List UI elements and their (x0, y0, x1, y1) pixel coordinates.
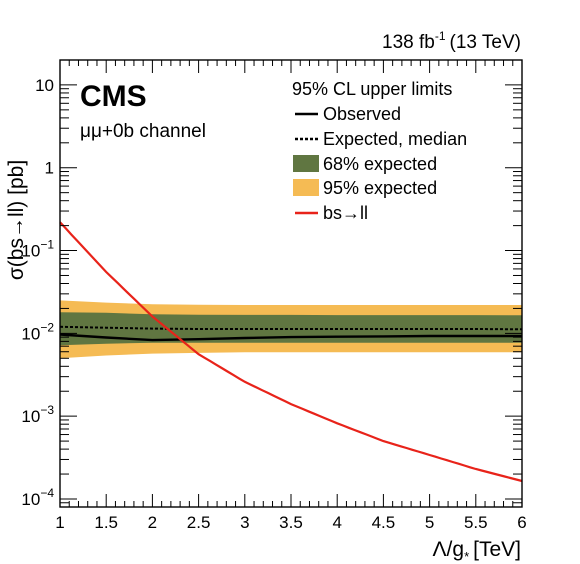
legend-observed: Observed (323, 104, 401, 124)
y-tick-label: 10 (35, 76, 54, 95)
x-tick-label: 3 (240, 513, 249, 532)
x-tick-label: 3.5 (279, 513, 303, 532)
x-tick-label: 1 (55, 513, 64, 532)
legend-title: 95% CL upper limits (292, 79, 452, 99)
x-tick-label: 6 (517, 513, 526, 532)
x-tick-label: 1.5 (94, 513, 118, 532)
lumi-label: 138 fb-1 (13 TeV) (382, 29, 521, 53)
plot-area (60, 60, 522, 507)
y-axis-label: σ(bs→ll) [pb] (5, 160, 28, 280)
y-tick-label: 10−1 (21, 238, 54, 261)
experiment-label: CMS (80, 80, 147, 113)
x-tick-label: 5.5 (464, 513, 488, 532)
x-tick-label: 4 (332, 513, 341, 532)
theory-line (59, 221, 523, 483)
legend-expected: Expected, median (323, 129, 467, 149)
x-tick-label: 2 (148, 513, 157, 532)
x-axis-label: Λ/g* [TeV] (433, 538, 521, 564)
channel-label: μμ+0b channel (80, 121, 206, 142)
legend-band95: 95% expected (323, 178, 437, 198)
x-tick-label: 2.5 (187, 513, 211, 532)
y-tick-label: 10−3 (21, 403, 54, 426)
y-tick-label: 10−2 (21, 320, 54, 343)
observed-line (59, 333, 522, 342)
legend-band95-swatch (293, 179, 319, 196)
expected-line (59, 325, 523, 331)
x-tick-label: 5 (425, 513, 434, 532)
legend-band68: 68% expected (323, 154, 437, 174)
plot-frame (59, 59, 523, 508)
legend: 95% CL upper limits Observed Expected, m… (292, 79, 467, 223)
legend-theory: bs→ll (323, 203, 368, 223)
y-tick-label: 1 (45, 159, 54, 178)
legend-band68-swatch (293, 155, 319, 172)
y-tick-label: 10−4 (21, 486, 54, 509)
x-tick-label: 4.5 (372, 513, 396, 532)
